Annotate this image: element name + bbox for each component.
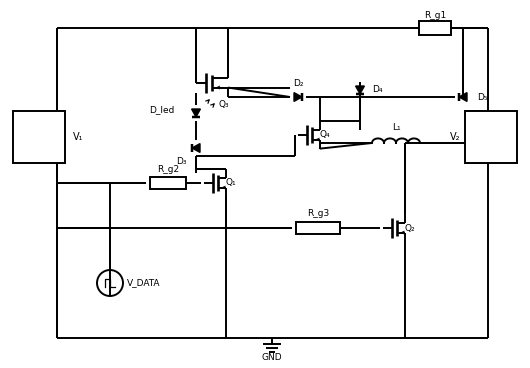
Text: 电源: 电源 (34, 138, 43, 146)
Text: D₂: D₂ (293, 78, 303, 88)
Polygon shape (294, 93, 302, 102)
Text: D_led: D_led (148, 106, 174, 114)
Text: R_g2: R_g2 (157, 164, 179, 173)
Text: V₂: V₂ (449, 132, 460, 142)
Text: 电源: 电源 (487, 138, 496, 146)
Text: R_g3: R_g3 (307, 209, 329, 219)
Polygon shape (459, 93, 467, 102)
Bar (465, 111, 517, 163)
Text: V_DATA: V_DATA (127, 279, 161, 287)
Text: GND: GND (262, 354, 282, 362)
Bar (13, 111, 65, 163)
Text: D₃: D₃ (176, 156, 186, 166)
Polygon shape (192, 144, 200, 152)
Text: 第二驱动: 第二驱动 (482, 125, 500, 134)
Bar (419, 21, 451, 35)
Text: D₄: D₄ (372, 85, 383, 95)
Text: Q₁: Q₁ (226, 178, 236, 188)
Text: 第一驱动: 第一驱动 (30, 125, 48, 134)
Text: Q₃: Q₃ (219, 99, 229, 109)
Bar (296, 222, 340, 234)
Polygon shape (356, 86, 365, 94)
Bar (150, 177, 186, 189)
Text: Q₄: Q₄ (320, 131, 330, 139)
Text: R_g1: R_g1 (424, 11, 446, 21)
Text: L₁: L₁ (392, 123, 400, 131)
Polygon shape (192, 109, 200, 117)
Text: Q₂: Q₂ (404, 223, 416, 233)
Text: V₁: V₁ (73, 132, 84, 142)
Text: D₅: D₅ (477, 92, 488, 102)
